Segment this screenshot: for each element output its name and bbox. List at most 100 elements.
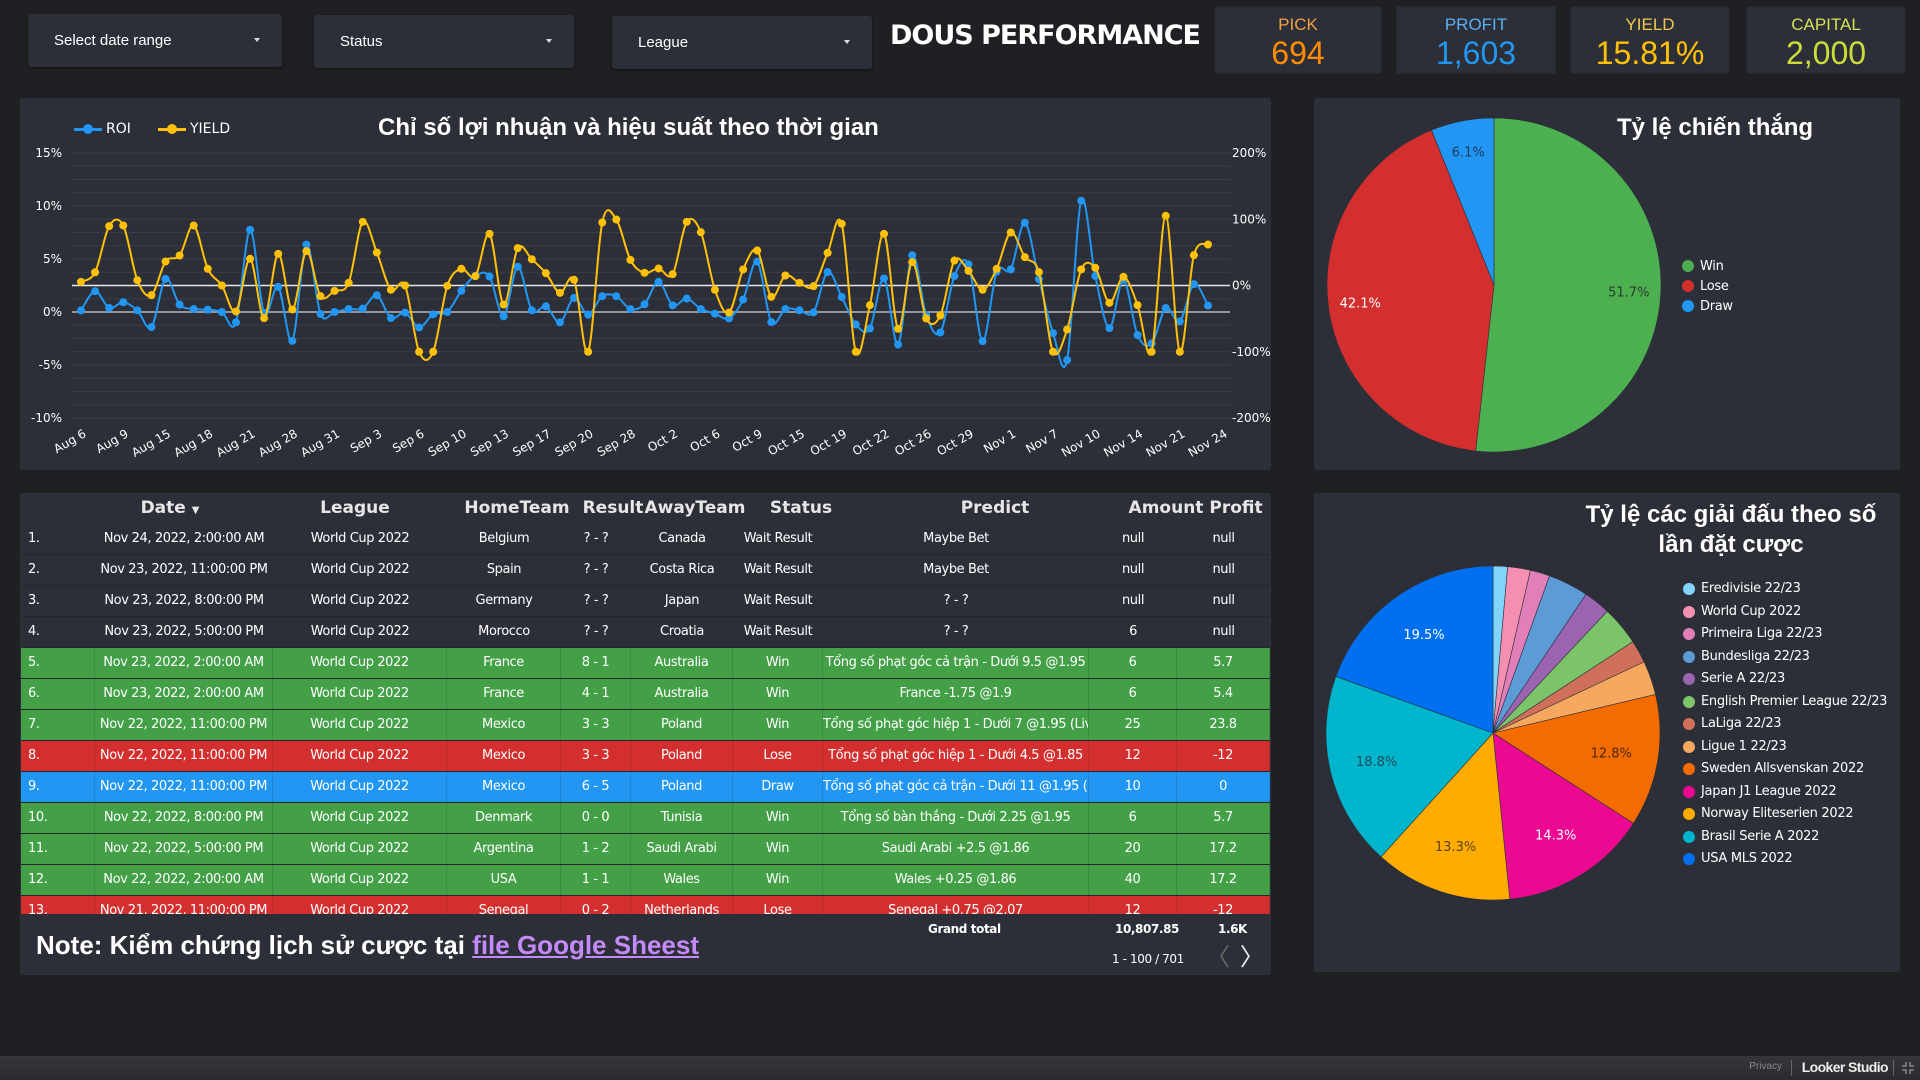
y-left-tick-label: -10% xyxy=(31,411,62,425)
roi-data-point xyxy=(725,314,734,323)
privacy-link[interactable]: Privacy xyxy=(1749,1061,1782,1072)
cell-result: 4 - 1 xyxy=(561,679,631,709)
legend-label: Japan J1 League 2022 xyxy=(1701,783,1837,799)
table-row[interactable]: 5. Nov 23, 2022, 2:00:00 AM World Cup 2022… xyxy=(21,648,1270,679)
cell-away: Croatia xyxy=(660,624,704,639)
legend-item[interactable]: Serie A 22/23 xyxy=(1683,670,1893,688)
table-row[interactable]: 9. Nov 22, 2022, 11:00:00 PM World Cup 202… xyxy=(21,772,1270,803)
roi-data-point xyxy=(133,306,142,315)
date-range-filter[interactable]: Select date range xyxy=(28,14,282,67)
table-row[interactable]: 2. Nov 23, 2022, 11:00:00 PM World Cup 202… xyxy=(21,555,1270,586)
cell-profit: null xyxy=(1212,531,1235,546)
legend-item[interactable]: USA MLS 2022 xyxy=(1683,850,1893,868)
legend-item[interactable]: Japan J1 League 2022 xyxy=(1683,783,1893,801)
yield-data-point xyxy=(1175,347,1184,356)
google-sheet-link[interactable]: file Google Sheest xyxy=(472,930,699,960)
cell-profit: null xyxy=(1212,624,1235,639)
cell-home: Belgium xyxy=(478,531,530,546)
column-header-status[interactable]: Status xyxy=(769,498,833,518)
yield-data-point xyxy=(640,268,649,277)
sort-desc-icon: ▼ xyxy=(191,505,200,516)
legend-item[interactable]: Norway Eliteserien 2022 xyxy=(1683,805,1893,823)
table-row[interactable]: 13. Nov 21, 2022, 11:00:00 PM World Cup 20… xyxy=(21,896,1270,914)
kpi-label: CAPITAL xyxy=(1791,15,1861,34)
roi-data-point xyxy=(978,337,987,346)
legend-item[interactable]: World Cup 2022 xyxy=(1683,603,1893,621)
yield-data-point xyxy=(246,254,255,263)
legend-item[interactable]: Win xyxy=(1682,257,1733,277)
legend-swatch-icon xyxy=(1682,280,1694,292)
prev-page-button[interactable]: 〈 xyxy=(1206,944,1230,971)
league-filter[interactable]: League xyxy=(612,16,872,69)
legend-item[interactable]: Ligue 1 22/23 xyxy=(1683,738,1893,756)
legend-item[interactable]: English Premier League 22/23 xyxy=(1683,693,1893,711)
table-row[interactable]: 6. Nov 23, 2022, 2:00:00 AM World Cup 2022… xyxy=(21,679,1270,710)
yield-data-point xyxy=(1020,253,1029,262)
status-filter[interactable]: Status xyxy=(314,15,574,68)
roi-data-point xyxy=(513,262,522,271)
pie-slice-label: 51.7% xyxy=(1608,285,1649,300)
roi-data-point xyxy=(1049,329,1058,338)
legend-item[interactable]: Sweden Allsvenskan 2022 xyxy=(1683,760,1893,778)
column-header-profit[interactable]: Profit xyxy=(1209,498,1263,518)
cell-away: Australia xyxy=(631,679,733,709)
yield-data-point xyxy=(1105,298,1114,307)
cell-amount: 6 xyxy=(1089,648,1177,678)
table-row[interactable]: 1. Nov 24, 2022, 2:00:00 AM World Cup 2022… xyxy=(21,524,1270,555)
x-tick-label: Oct 9 xyxy=(730,426,765,454)
legend-item[interactable]: LaLiga 22/23 xyxy=(1683,715,1893,733)
yield-data-point xyxy=(274,249,283,258)
column-header-awayteam[interactable]: AwayTeam xyxy=(644,498,746,518)
table-row[interactable]: 11. Nov 22, 2022, 5:00:00 PM World Cup 202… xyxy=(21,834,1270,865)
column-header-amount[interactable]: Amount xyxy=(1128,498,1204,518)
table-row[interactable]: 8. Nov 22, 2022, 11:00:00 PM World Cup 202… xyxy=(21,741,1270,772)
table-row[interactable]: 10. Nov 22, 2022, 8:00:00 PM World Cup 202… xyxy=(21,803,1270,834)
cell-status: Wait Result xyxy=(743,562,813,577)
yield-data-point xyxy=(1189,251,1198,260)
yield-data-point xyxy=(936,311,945,320)
yield-data-point xyxy=(739,265,748,274)
y-right-tick-label: 200% xyxy=(1232,146,1266,160)
chevron-down-icon xyxy=(844,40,850,44)
roi-data-point xyxy=(203,305,212,314)
legend-label: Bundesliga 22/23 xyxy=(1701,648,1810,664)
column-header-league[interactable]: League xyxy=(320,498,390,518)
column-header-hometeam[interactable]: HomeTeam xyxy=(464,498,570,518)
legend-label: Ligue 1 22/23 xyxy=(1701,738,1787,754)
cell-date: Nov 23, 2022, 8:00:00 PM xyxy=(104,593,264,608)
table-row[interactable]: 12. Nov 22, 2022, 2:00:00 AM World Cup 202… xyxy=(21,865,1270,896)
yield-data-point xyxy=(1204,240,1212,249)
column-header-date[interactable]: Date ▼ xyxy=(140,498,200,518)
legend-item-roi[interactable]: ROI xyxy=(74,121,131,137)
kpi-value: 1,603 xyxy=(1435,35,1517,71)
table-row[interactable]: 3. Nov 23, 2022, 8:00:00 PM World Cup 2022… xyxy=(21,586,1270,617)
legend-item[interactable]: Primeira Liga 22/23 xyxy=(1683,625,1893,643)
legend-label: USA MLS 2022 xyxy=(1701,851,1793,866)
fullscreen-exit-icon[interactable] xyxy=(1901,1061,1915,1075)
roi-data-point xyxy=(175,300,184,309)
x-tick-label: Sep 20 xyxy=(553,426,596,459)
y-right-tick-label: -100% xyxy=(1232,345,1271,359)
legend-item[interactable]: Bundesliga 22/23 xyxy=(1683,648,1893,666)
league-pie-title: Tỷ lệ các giải đấu theo số lần đặt cược xyxy=(1585,501,1877,558)
x-tick-label: Aug 15 xyxy=(129,426,173,459)
legend-label: Sweden Allsvenskan 2022 xyxy=(1701,761,1864,776)
cell-home: Argentina xyxy=(447,834,561,864)
roi-data-point xyxy=(330,308,339,316)
cell-home: Spain xyxy=(486,562,522,577)
table-row[interactable]: 7. Nov 22, 2022, 11:00:00 PM World Cup 202… xyxy=(21,710,1270,741)
legend-item[interactable]: Draw xyxy=(1682,297,1733,317)
legend-item-yield[interactable]: YIELD xyxy=(158,121,230,137)
legend-label: Serie A 22/23 xyxy=(1701,671,1785,686)
x-tick-label: Sep 6 xyxy=(390,426,427,455)
legend-item[interactable]: Eredivisie 22/23 xyxy=(1683,580,1893,598)
cell-home: Mexico xyxy=(447,710,561,740)
legend-item[interactable]: Lose xyxy=(1682,277,1733,297)
table-row[interactable]: 4. Nov 23, 2022, 5:00:00 PM World Cup 2022… xyxy=(21,617,1270,648)
legend-swatch-icon xyxy=(1683,718,1695,730)
column-header-result[interactable]: Result xyxy=(582,498,644,518)
column-header-predict[interactable]: Predict xyxy=(960,498,1030,518)
cell-home: Mexico xyxy=(447,772,561,802)
next-page-button[interactable]: 〉 xyxy=(1240,944,1264,971)
legend-item[interactable]: Brasil Serie A 2022 xyxy=(1683,828,1893,846)
